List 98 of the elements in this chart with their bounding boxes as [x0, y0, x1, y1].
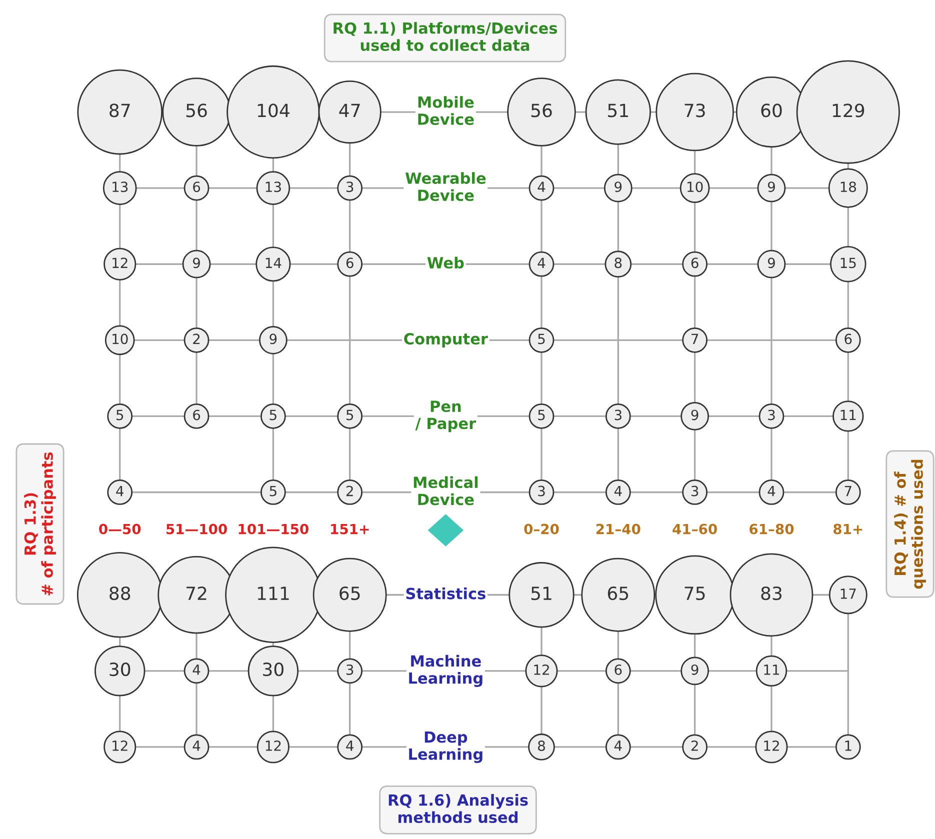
- chart-title: RQ 1.1) Platforms/Devices used to collect data: [334, 22, 558, 51]
- data-label: 65: [608, 586, 628, 600]
- data-label: 10: [688, 182, 703, 192]
- data-label: 3: [768, 410, 775, 420]
- y-tick-label: Deep Learning: [409, 731, 482, 763]
- data-label: 9: [614, 182, 622, 192]
- data-label: 87: [110, 104, 130, 118]
- data-label: 14: [266, 258, 282, 268]
- data-label: 13: [266, 182, 281, 192]
- y-tick-label: Wearable Device: [405, 172, 486, 202]
- data-label: 10: [112, 334, 128, 344]
- data-label: 47: [339, 104, 360, 118]
- data-label: 3: [691, 486, 698, 496]
- data-label: 9: [691, 664, 698, 675]
- data-label: 12: [112, 258, 128, 268]
- data-label: 4: [538, 182, 546, 192]
- data-label: 12: [266, 740, 281, 751]
- y-tick-label: Computer: [404, 333, 488, 348]
- x-tick-label: 81+: [834, 524, 862, 534]
- data-label: 9: [691, 410, 698, 420]
- data-label: 51: [531, 586, 552, 600]
- data-label: 11: [840, 410, 856, 420]
- data-label: 5: [346, 410, 354, 420]
- data-label: 2: [193, 334, 200, 344]
- data-label: 60: [761, 104, 782, 118]
- y-tick-label: Medical Device: [414, 476, 478, 506]
- data-label: 104: [258, 104, 290, 118]
- data-label: 30: [110, 662, 130, 676]
- x-tick-label: 101—150: [238, 524, 308, 534]
- data-label: 3: [614, 410, 622, 420]
- x-tick-label: 41–60: [672, 524, 717, 534]
- data-label: 88: [110, 586, 130, 600]
- y-tick-label: Statistics: [406, 588, 486, 600]
- data-label: 3: [538, 486, 545, 496]
- data-label: 72: [186, 586, 206, 600]
- data-label: 18: [840, 182, 856, 192]
- data-label: 7: [844, 486, 852, 496]
- data-label: 111: [258, 586, 289, 600]
- data-label: 3: [346, 664, 354, 675]
- data-label: 4: [614, 486, 622, 496]
- data-label: 30: [263, 662, 284, 676]
- data-label: 4: [116, 486, 124, 496]
- y-axis-title: RQ 1.3) # of participants: [24, 452, 56, 596]
- data-label: 6: [844, 334, 852, 344]
- y2-axis-title: RQ 1.4) # of questions used: [894, 460, 926, 589]
- y-tick-label: Mobile Device: [418, 96, 474, 126]
- data-label: 4: [768, 486, 776, 496]
- data-label: 9: [768, 182, 775, 192]
- data-label: 12: [764, 740, 779, 751]
- data-label: 4: [192, 740, 200, 751]
- data-label: 1: [845, 740, 852, 751]
- data-label: 5: [270, 410, 276, 420]
- data-label: 6: [193, 410, 200, 420]
- data-label: 4: [614, 740, 622, 751]
- data-label: 56: [531, 104, 552, 118]
- data-label: 3: [346, 182, 354, 192]
- data-label: 12: [112, 740, 128, 751]
- data-label: 4: [192, 664, 200, 675]
- data-label: 83: [761, 586, 782, 600]
- y-tick-label: Pen / Paper: [415, 400, 476, 432]
- data-label: 5: [116, 410, 124, 420]
- data-label: 4: [346, 740, 354, 751]
- data-label: 5: [270, 486, 276, 496]
- data-label: 5: [538, 334, 545, 344]
- data-label: 6: [346, 258, 354, 268]
- x-tick-label: 0—50: [99, 524, 141, 534]
- data-label: 15: [840, 258, 856, 268]
- x-tick-label: 21–40: [596, 524, 640, 534]
- data-label: 9: [768, 258, 775, 268]
- data-label: 13: [112, 182, 128, 192]
- x-tick-label: 61–80: [750, 524, 794, 534]
- data-label: 6: [614, 664, 622, 675]
- data-label: 5: [538, 410, 545, 420]
- data-label: 11: [764, 664, 780, 675]
- data-label: 4: [538, 258, 546, 268]
- data-label: 56: [186, 104, 207, 118]
- y-tick-label: Web: [427, 256, 464, 269]
- data-label: 12: [534, 664, 549, 675]
- data-label: 51: [608, 104, 628, 118]
- data-label: 9: [270, 334, 277, 344]
- x-tick-label: 51—100: [166, 524, 227, 534]
- data-label: 75: [684, 586, 705, 600]
- data-label: 9: [192, 258, 200, 268]
- x-tick-label: 0–20: [524, 524, 559, 534]
- data-label: 8: [614, 258, 622, 268]
- data-label: 65: [340, 586, 360, 600]
- y-tick-label: Machine Learning: [409, 654, 482, 687]
- data-label: 6: [193, 182, 200, 192]
- data-label: 73: [684, 104, 705, 118]
- data-label: 2: [346, 486, 353, 496]
- data-label: 8: [538, 740, 545, 752]
- data-label: 17: [840, 588, 856, 599]
- data-label: 6: [691, 258, 698, 268]
- data-label: 2: [691, 740, 698, 751]
- x-axis-title: RQ 1.6) Analysis methods used: [388, 794, 528, 824]
- data-label: 129: [832, 104, 864, 118]
- x-tick-label: 151+: [331, 524, 369, 534]
- data-label: 7: [692, 334, 698, 344]
